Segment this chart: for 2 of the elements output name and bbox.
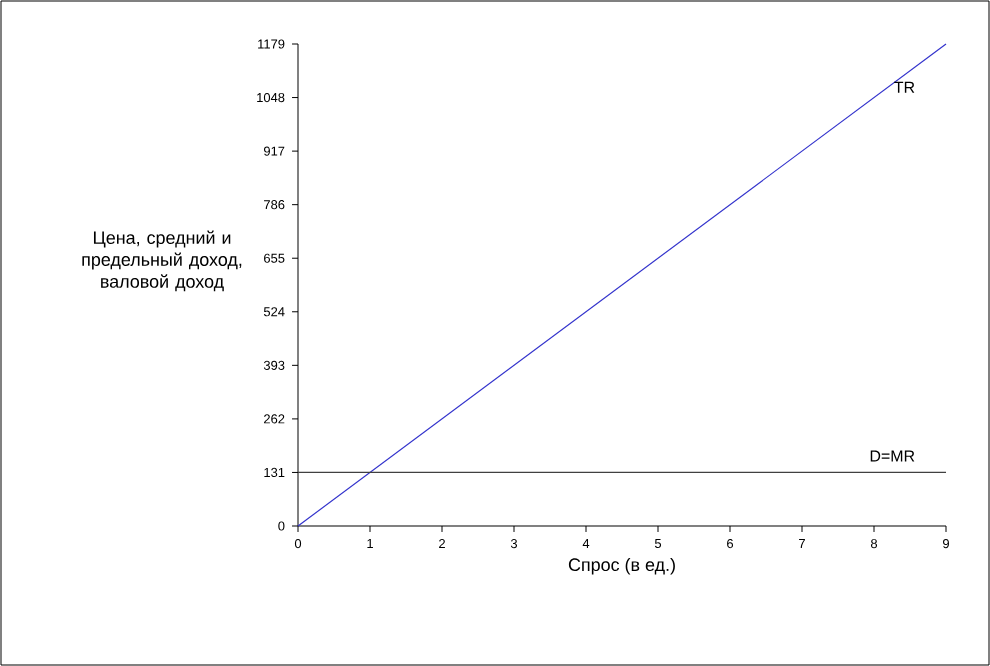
x-axis-title: Спрос (в ед.) bbox=[568, 557, 675, 575]
y-axis-title: Цена, средний и предельный доход, валовой доход bbox=[82, 230, 242, 292]
